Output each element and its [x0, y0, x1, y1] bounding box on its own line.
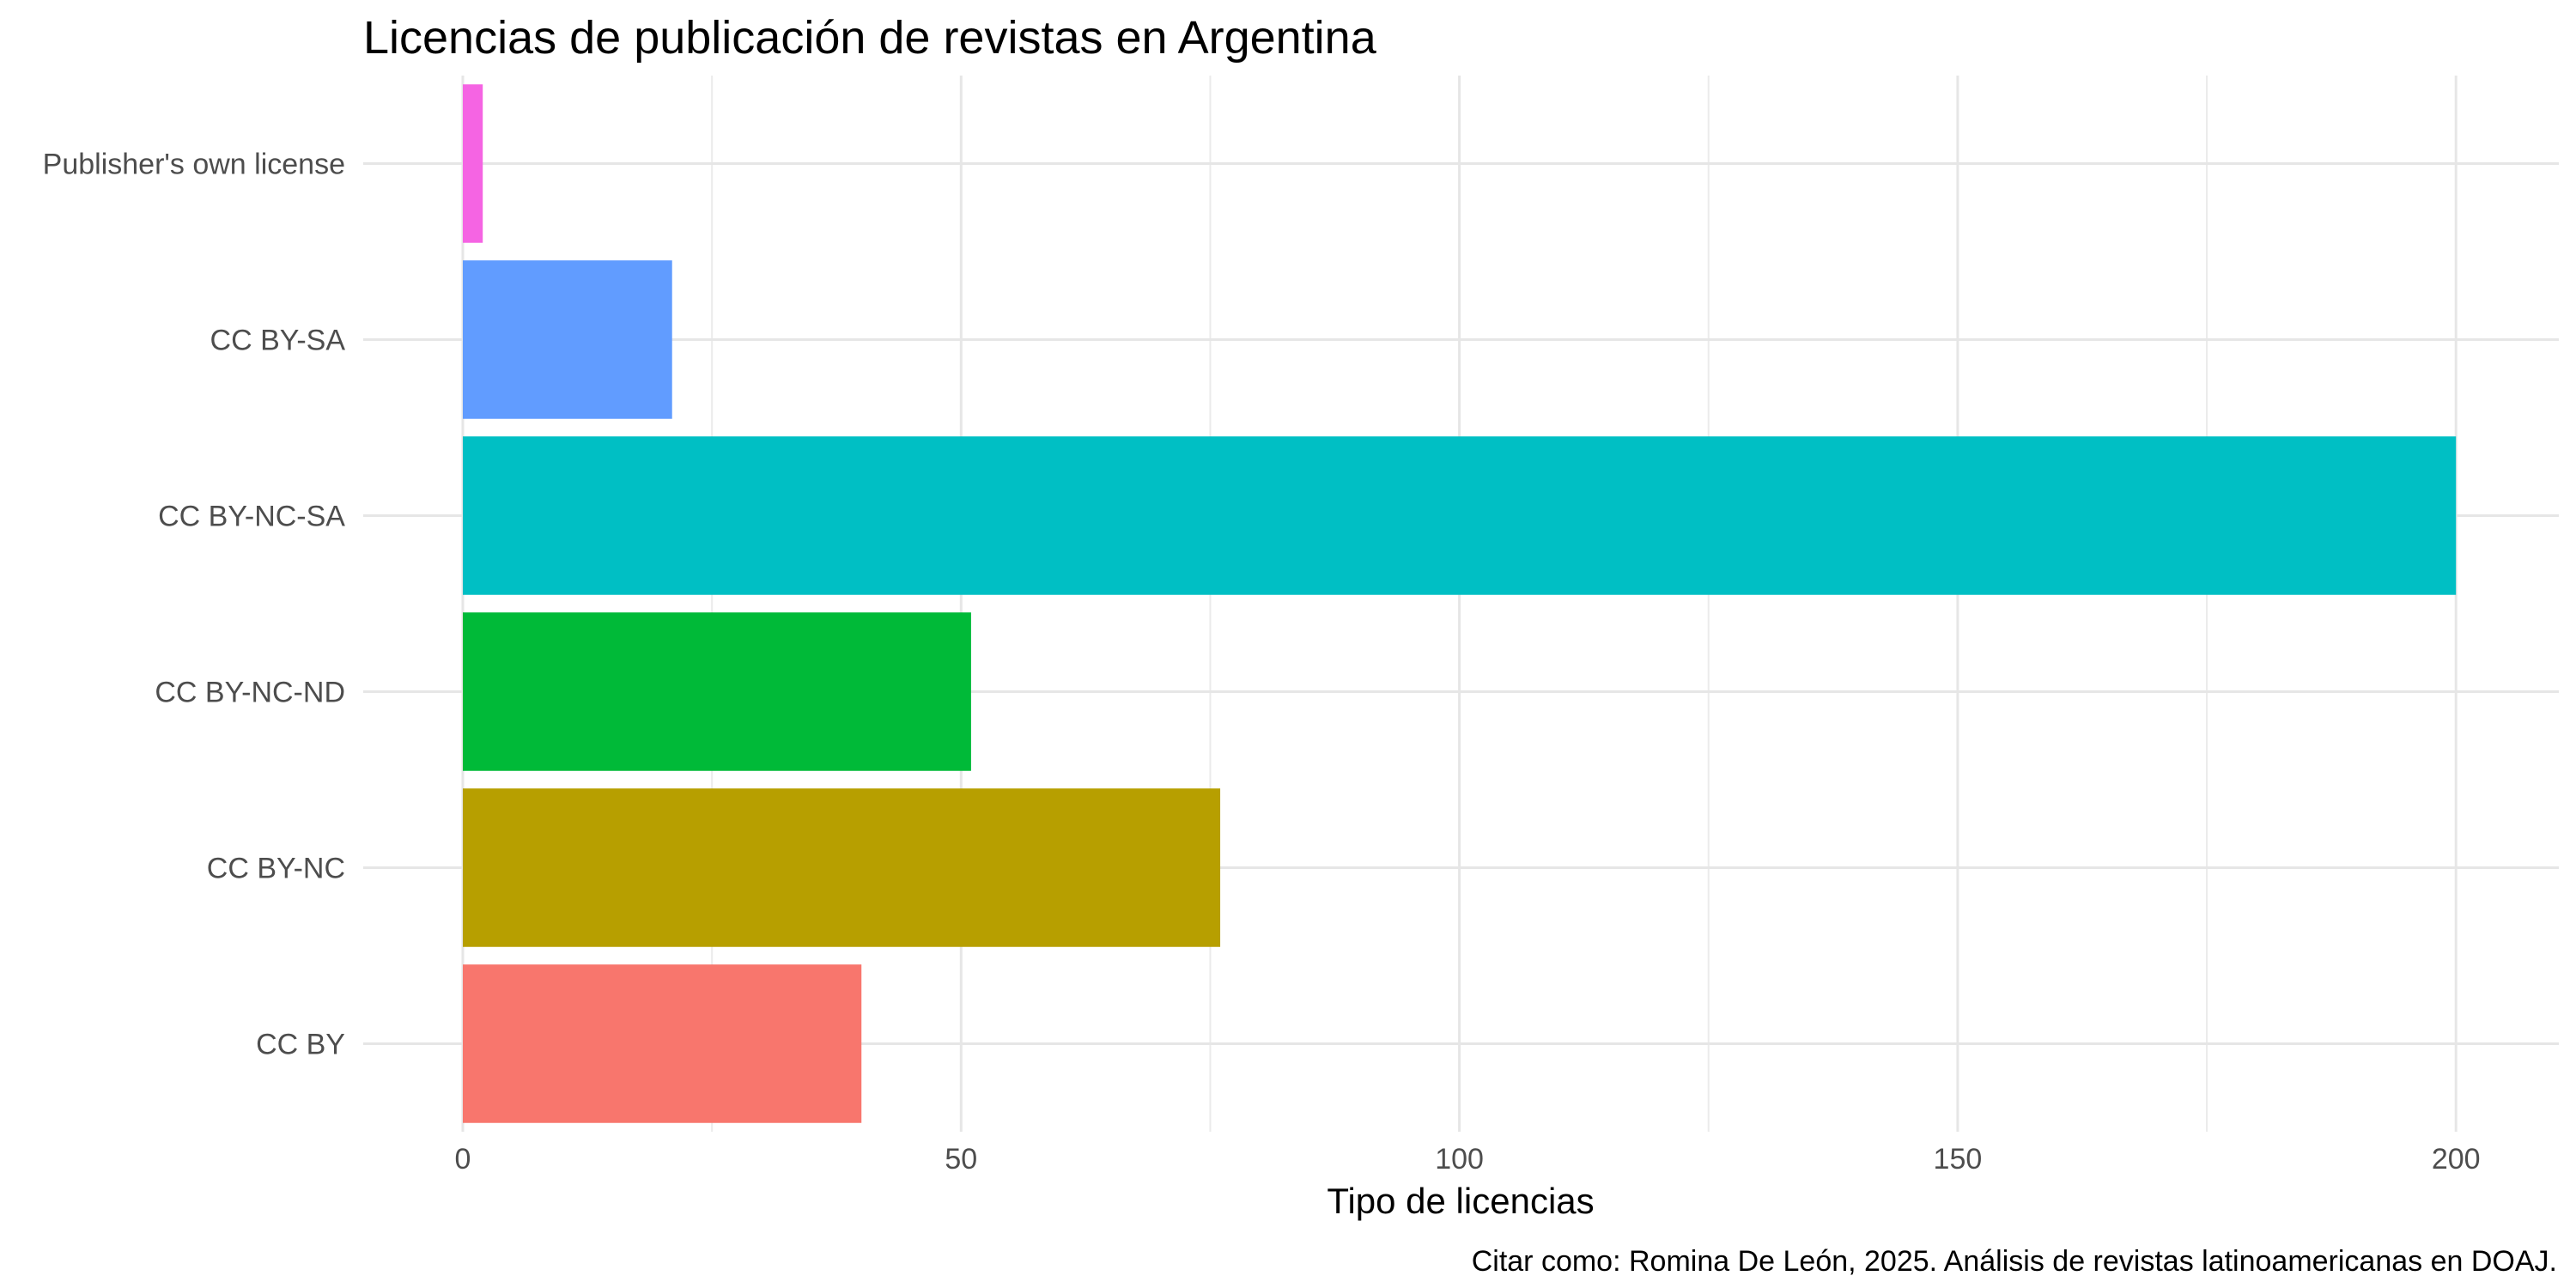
bar-cc-by-nc-sa	[463, 436, 2457, 595]
x-tick-label: 150	[1934, 1143, 1983, 1176]
bar-cc-by	[463, 964, 862, 1123]
x-tick-label: 200	[2432, 1143, 2481, 1176]
bar-publisher-s-own-license	[463, 84, 483, 243]
chart-caption: Citar como: Romina De León, 2025. Anális…	[1472, 1245, 2557, 1278]
y-tick-label: CC BY-NC-ND	[155, 677, 345, 709]
minor-gridlines	[711, 76, 2208, 1132]
y-tick-label: CC BY	[256, 1029, 345, 1061]
chart-title: Licencias de publicación de revistas en …	[363, 12, 1377, 64]
y-axis-tick-labels: CC BY CC BY-NC CC BY-NC-ND CC BY-NC-SA CC BY…	[43, 149, 346, 1061]
bar-cc-by-sa	[463, 260, 672, 419]
x-axis-tick-labels: 0 50 100 150 200	[455, 1143, 2481, 1176]
bar-cc-by-nc	[463, 788, 1221, 947]
x-tick-label: 50	[945, 1143, 977, 1176]
bar-cc-by-nc-nd	[463, 612, 971, 771]
bars	[463, 84, 2457, 1123]
x-tick-label: 0	[455, 1143, 471, 1176]
x-tick-label: 100	[1435, 1143, 1484, 1176]
y-tick-label: CC BY-NC	[207, 853, 345, 885]
y-tick-label: CC BY-NC-SA	[158, 501, 345, 533]
y-tick-label: Publisher's own license	[43, 149, 345, 181]
y-tick-label: CC BY-SA	[210, 325, 346, 357]
x-axis-title: Tipo de licencias	[1327, 1181, 1594, 1221]
